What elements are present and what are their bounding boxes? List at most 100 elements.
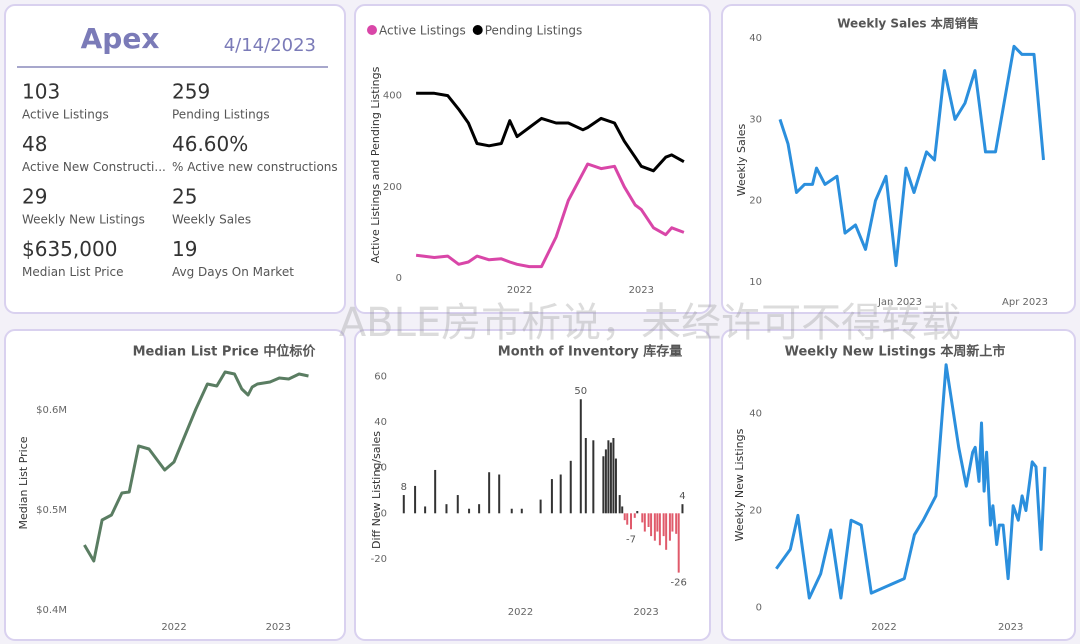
bar — [665, 513, 668, 550]
legend-label: Active Listings — [379, 24, 466, 38]
watermark: ABLE房市析说，未经许可不得转载 — [339, 300, 961, 346]
bar — [434, 469, 437, 514]
data-label: 50 — [574, 386, 587, 397]
y-tick-label: 20 — [749, 506, 762, 517]
bar — [675, 513, 678, 534]
kpi-label: Weekly Sales — [172, 213, 251, 227]
bar — [498, 474, 501, 514]
bar — [539, 499, 542, 514]
bar — [653, 513, 656, 541]
bar — [445, 504, 448, 514]
kpi-card — [4, 4, 346, 314]
bar — [643, 513, 646, 532]
kpi-label: Active Listings — [22, 108, 109, 122]
y-tick-label: $0.6M — [36, 405, 67, 416]
bar — [662, 513, 665, 537]
x-tick-label: 2022 — [161, 622, 186, 633]
data-label: -26 — [671, 578, 687, 589]
card — [4, 329, 346, 641]
x-tick-label: 2023 — [998, 622, 1023, 633]
bar — [602, 456, 605, 514]
kpi-label: Weekly New Listings — [22, 213, 145, 227]
y-tick-label: 10 — [749, 277, 762, 288]
bar — [656, 513, 659, 532]
y-tick-label: 30 — [749, 114, 762, 125]
y-axis-label: Active Listings and Pending Listings — [369, 66, 382, 263]
bar — [488, 472, 491, 514]
bar — [402, 495, 405, 514]
card — [721, 4, 1076, 314]
bar — [677, 513, 680, 573]
bar — [579, 399, 582, 514]
line — [83, 370, 309, 563]
bar — [614, 458, 617, 514]
x-tick-label: 2023 — [266, 622, 291, 633]
bar — [456, 495, 459, 514]
chart-title: Month of Inventory 库存量 — [498, 344, 682, 360]
bar — [623, 513, 626, 521]
bar — [626, 513, 629, 525]
x-tick-label: 2023 — [629, 285, 654, 296]
x-tick-label: 2022 — [507, 285, 532, 296]
bar — [641, 513, 644, 523]
kpi-title: Apex — [81, 22, 160, 55]
y-tick-label: 40 — [374, 417, 387, 428]
bar — [633, 513, 636, 518]
y-tick-label: 0 — [396, 273, 402, 284]
y-axis-label: Median List Price — [17, 436, 30, 529]
bar — [621, 506, 624, 514]
line — [778, 44, 1045, 268]
y-tick-label: 20 — [749, 196, 762, 207]
kpi-value: 48 — [22, 132, 47, 156]
kpi-label: Active New Constructi... — [22, 160, 166, 174]
bar — [668, 513, 671, 541]
y-axis-label: Weekly Sales — [735, 123, 748, 196]
line — [416, 91, 685, 173]
bar — [592, 440, 595, 514]
kpi-value: 25 — [172, 185, 197, 209]
bar — [609, 442, 612, 514]
y-tick-label: 400 — [383, 91, 402, 102]
kpi-date: 4/14/2023 — [224, 35, 316, 56]
bar — [607, 440, 610, 514]
chart-title: Weekly Sales 本周销售 — [837, 16, 979, 31]
y-tick-label: 0 — [756, 603, 762, 614]
y-tick-label: -20 — [371, 554, 387, 565]
bar — [584, 438, 587, 514]
bar — [569, 460, 572, 514]
y-tick-label: 20 — [374, 463, 387, 474]
bar — [604, 449, 607, 514]
legend-label: Pending Listings — [485, 24, 583, 38]
bar — [468, 508, 471, 514]
bar — [559, 474, 562, 514]
y-tick-label: $0.4M — [36, 605, 67, 616]
data-label: 4 — [679, 491, 685, 502]
kpi-label: Pending Listings — [172, 108, 270, 122]
y-tick-label: 0 — [381, 508, 387, 519]
bar — [520, 508, 523, 514]
y-tick-label: 40 — [749, 408, 762, 419]
chart-title: Median List Price 中位标价 — [133, 344, 317, 360]
line — [775, 363, 1047, 600]
x-tick-label: 2023 — [633, 607, 658, 618]
bar — [671, 513, 674, 532]
y-tick-label: $0.5M — [36, 505, 67, 516]
bar — [658, 513, 661, 546]
legend-marker — [367, 25, 377, 35]
card — [354, 329, 711, 641]
kpi-value: 46.60% — [172, 132, 248, 156]
data-label: 8 — [401, 482, 407, 493]
x-tick-label: 2022 — [871, 622, 896, 633]
bar — [630, 513, 632, 530]
kpi-label: Avg Days On Market — [172, 265, 294, 279]
y-tick-label: 60 — [374, 371, 387, 382]
bar — [647, 513, 650, 527]
kpi-value: 29 — [22, 185, 47, 209]
bar — [681, 504, 684, 514]
bar — [414, 485, 417, 514]
kpi-label: Median List Price — [22, 265, 124, 279]
card — [721, 329, 1076, 641]
chart-title: Weekly New Listings 本周新上市 — [785, 344, 1006, 360]
y-axis-label: Weekly New Listings — [733, 428, 746, 541]
